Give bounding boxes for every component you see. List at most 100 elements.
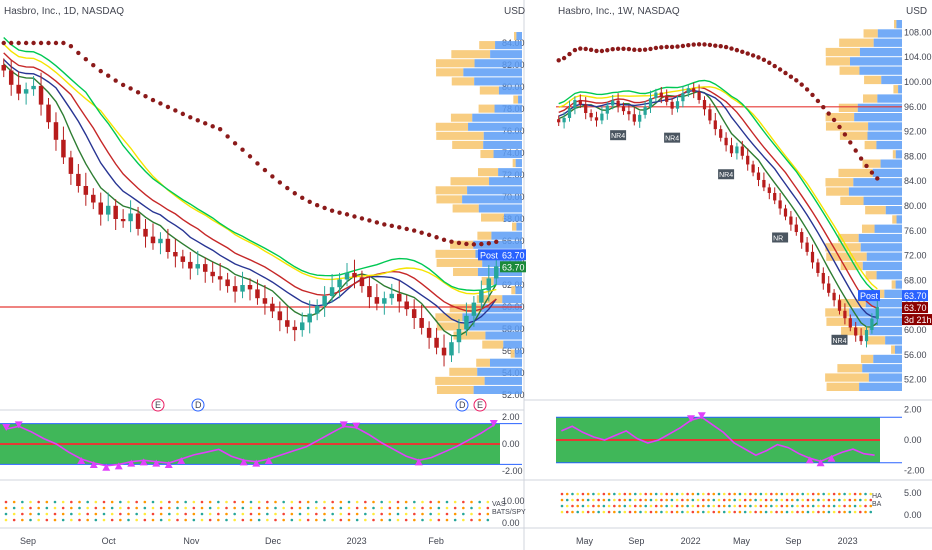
volume-profile-bar [866, 252, 902, 261]
candle-body [180, 256, 186, 262]
indicator-tick-label: 0.00 [904, 435, 922, 445]
subpanel-dot [37, 512, 40, 516]
volume-profile-bar [848, 187, 902, 196]
subpanel-dot [372, 500, 375, 504]
subpanel-dot [691, 510, 695, 514]
volume-profile-bar [513, 95, 519, 104]
subpanel-dot [347, 500, 351, 504]
subpanel-dot [801, 492, 805, 496]
long-ma-dot [615, 46, 621, 51]
subpanel-dot [184, 500, 187, 504]
subpanel-dot [581, 504, 585, 508]
subpanel-dot [21, 500, 24, 504]
subpanel-dot [770, 504, 773, 508]
subpanel-dot [119, 518, 122, 522]
subpanel-dot [790, 498, 794, 502]
candle-body [426, 327, 432, 338]
volume-profile-bar [498, 168, 522, 177]
subpanel-dot [462, 506, 465, 510]
volume-profile-bar [896, 215, 902, 224]
oscillator-signal [14, 421, 23, 429]
candle-body [773, 192, 777, 201]
long-ma-dot [404, 226, 409, 232]
candle-body [128, 213, 133, 222]
long-ma-dot [875, 176, 880, 181]
subpanel-dot [628, 504, 632, 508]
volume-profile-bar [859, 382, 902, 391]
price-tick-label: 68.00 [904, 275, 927, 285]
subpanel-dot [811, 504, 815, 508]
candle-body [232, 286, 238, 292]
volume-profile-bar [862, 159, 881, 168]
candle-body [789, 216, 793, 225]
price-tick-label: 92.00 [904, 127, 927, 137]
subpanel-dot [331, 500, 334, 504]
candle-body [648, 98, 653, 107]
subpanel-dot [749, 498, 752, 502]
candle-body [713, 120, 717, 130]
subpanel-dot [110, 500, 114, 504]
long-ma-dot [471, 242, 477, 247]
subpanel-dot [168, 500, 171, 504]
subpanel-dot [754, 492, 757, 496]
subpanel-dot [421, 512, 424, 516]
subpanel-dot [764, 510, 768, 514]
subpanel-dot [728, 498, 731, 502]
subpanel-dot [565, 498, 569, 502]
subpanel-dot [266, 506, 269, 510]
candle-body [557, 119, 561, 123]
volume-profile-bar [869, 326, 902, 336]
subpanel-dot [822, 504, 825, 508]
long-ma-dot [464, 241, 469, 247]
ma-yellow-line [558, 86, 878, 290]
candle-body [767, 187, 771, 193]
volume-profile-bar [436, 385, 474, 394]
price-tick-label: 52.00 [904, 375, 927, 385]
volume-profile-bar [825, 113, 855, 122]
subpanel-dot [790, 510, 794, 514]
long-ma-dot [247, 154, 253, 159]
candle-body [225, 279, 230, 287]
subpanel-dot [749, 510, 752, 514]
subpanel-dot [429, 500, 432, 504]
subpanel-dot [743, 510, 747, 514]
subpanel-dot [602, 504, 606, 508]
last-price-tag: 63.70 [904, 303, 927, 313]
subpanel-dot [560, 492, 564, 496]
subpanel-dot [592, 510, 595, 514]
event-marker [473, 398, 487, 412]
oscillator-signal [139, 458, 148, 466]
nr-label: NR4 [833, 338, 847, 345]
long-ma-dot [240, 147, 245, 152]
subpanel-dot [790, 504, 794, 508]
volume-profile-bar [837, 299, 866, 308]
volume-profile-bar [865, 299, 902, 308]
candle-body [150, 236, 156, 244]
subpanel-dot [298, 512, 302, 516]
volume-profile-bar [495, 41, 522, 50]
time-tick-label: Feb [428, 536, 444, 546]
subpanel-dot [859, 510, 862, 514]
subpanel-dot [29, 518, 32, 522]
subpanel-dot [127, 506, 130, 510]
candle-body [53, 122, 59, 140]
subpanel-dot [470, 518, 473, 522]
subpanel-dot [780, 492, 784, 496]
long-ma-dot [826, 111, 831, 116]
volume-profile-bar [850, 317, 902, 326]
subpanel-dot [86, 500, 89, 504]
long-ma-dot [456, 240, 462, 246]
candle-body [859, 335, 863, 342]
subpanel-dot [754, 504, 757, 508]
volume-profile-bar [898, 85, 902, 94]
candle-body [832, 292, 836, 301]
candle-body [494, 266, 499, 279]
subpanel-label: BA [872, 501, 882, 508]
volume-profile-bar [837, 364, 863, 373]
candle-body [83, 186, 89, 195]
subpanel-dot [372, 512, 375, 516]
subpanel-dot [127, 512, 130, 516]
oscillator-signal [687, 415, 695, 423]
subpanel-dot [421, 518, 424, 522]
long-ma-dot [772, 63, 777, 69]
